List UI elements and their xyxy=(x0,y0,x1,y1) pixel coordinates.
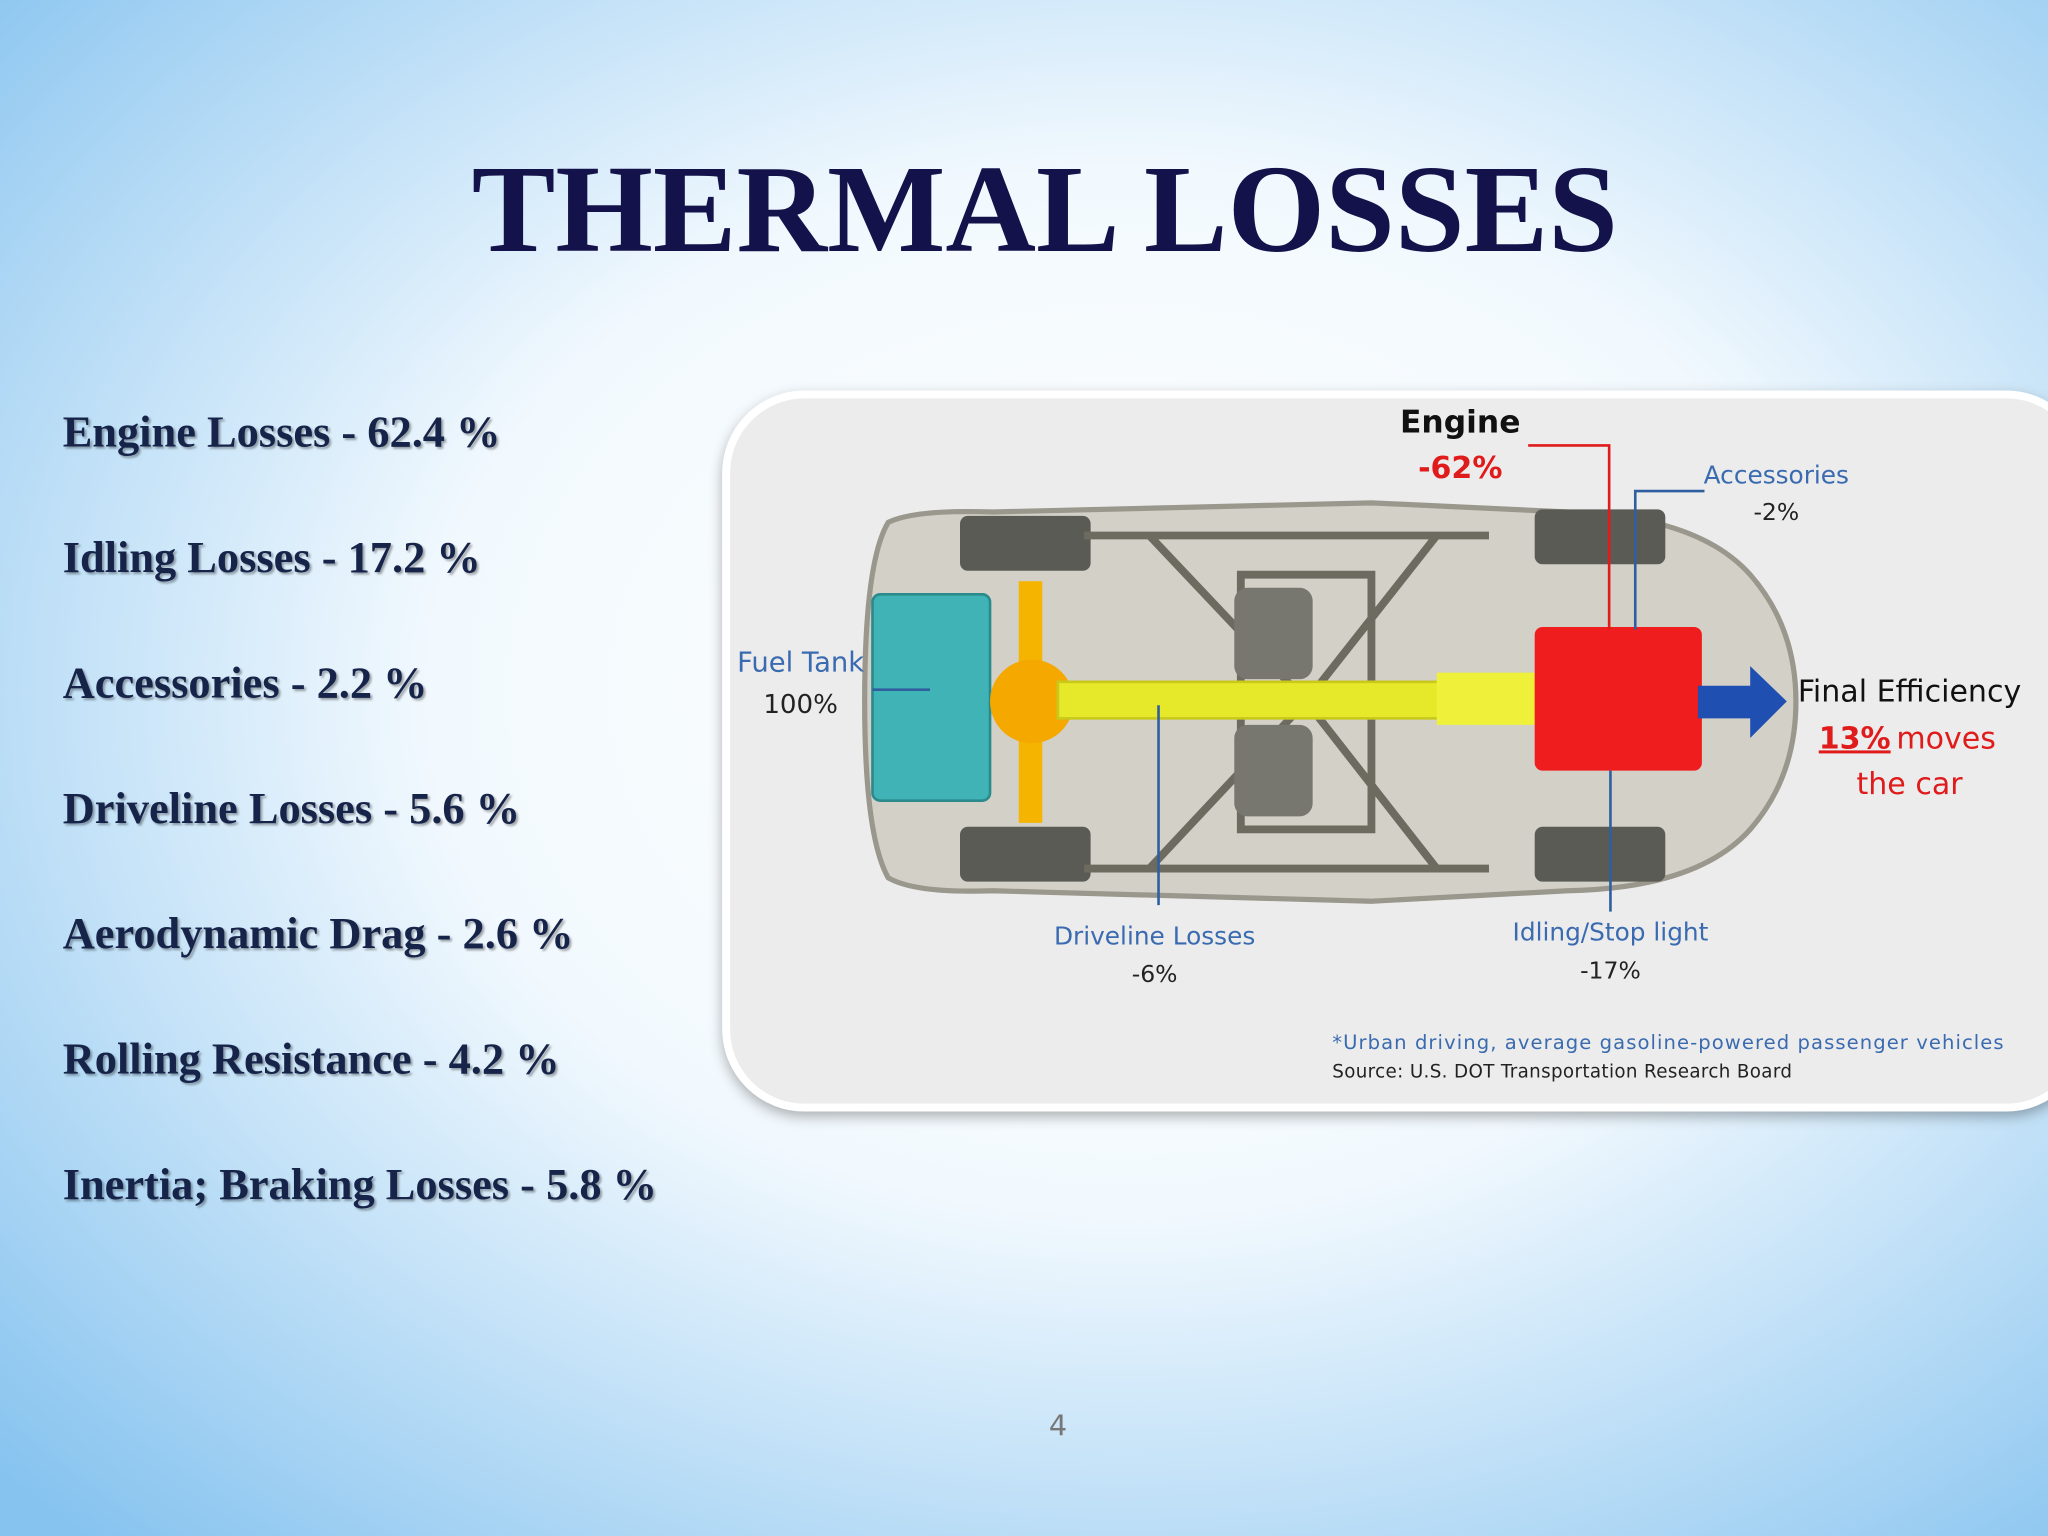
leader-line xyxy=(1633,489,1705,630)
final-efficiency-value: 13% xyxy=(1819,721,1891,756)
driveline-value: -6% xyxy=(1132,960,1178,988)
footnote: *Urban driving, average gasoline-powered… xyxy=(1332,1031,2003,1054)
accessories-label: Accessories xyxy=(1704,460,1849,489)
final-efficiency-text: the car xyxy=(1857,767,1964,802)
accessories-value: -2% xyxy=(1753,498,1799,526)
differential xyxy=(990,659,1074,744)
fuel-tank xyxy=(871,592,992,802)
driveline-label: Driveline Losses xyxy=(1054,921,1255,950)
loss-item: Driveline Losses - 5.6 % xyxy=(63,783,520,833)
wheel xyxy=(960,515,1091,571)
efficiency-arrow xyxy=(1697,666,1787,738)
engine-block xyxy=(1534,626,1702,771)
fuel-tank-value: 100% xyxy=(763,690,838,720)
loss-item: Engine Losses - 62.4 % xyxy=(63,407,501,457)
seat xyxy=(1234,724,1313,817)
fuel-tank-label: Fuel Tank xyxy=(737,647,864,678)
slide-title: THERMAL LOSSES xyxy=(472,140,1618,279)
transmission xyxy=(1436,672,1535,725)
final-efficiency-text: moves xyxy=(1896,721,1996,756)
loss-list: Engine Losses - 62.4 % Idling Losses - 1… xyxy=(63,407,657,1209)
source: Source: U.S. DOT Transportation Research… xyxy=(1332,1062,1792,1083)
wheel xyxy=(1534,509,1666,565)
loss-item: Inertia; Braking Losses - 5.8 % xyxy=(63,1159,657,1209)
leader-line xyxy=(1528,444,1611,630)
wheel xyxy=(960,826,1091,882)
loss-item: Rolling Resistance - 4.2 % xyxy=(63,1034,560,1084)
loss-item: Accessories - 2.2 % xyxy=(63,657,428,707)
wheel xyxy=(1534,826,1666,882)
diagram: Engine -62% Accessories -2% Fuel Tank 10… xyxy=(722,390,2048,1112)
loss-item: Idling Losses - 17.2 % xyxy=(63,532,481,582)
engine-label: Engine xyxy=(1400,404,1520,440)
idling-value: -17% xyxy=(1580,956,1641,984)
page-number: 4 xyxy=(1049,1408,1067,1442)
loss-item: Aerodynamic Drag - 2.6 % xyxy=(63,908,574,958)
final-efficiency-label: Final Efficiency xyxy=(1798,674,2021,709)
engine-value: -62% xyxy=(1418,451,1502,486)
idling-label: Idling/Stop light xyxy=(1513,917,1709,946)
seat xyxy=(1234,587,1313,680)
